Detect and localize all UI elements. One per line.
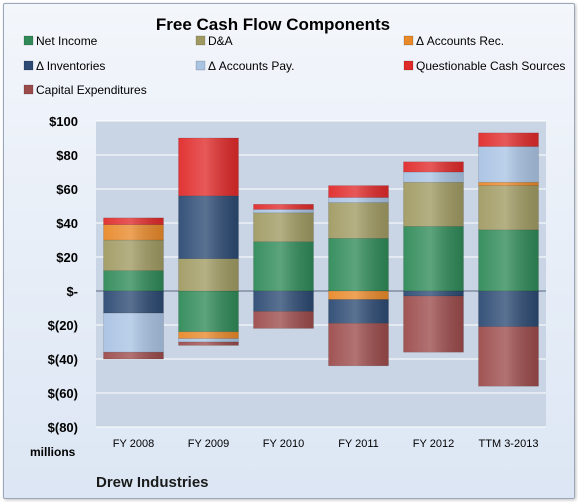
y-axis: $100 $80 $60 $40 $20 $- $(20) $(40) $(60) $(80) (48, 114, 78, 435)
bar-shine (103, 291, 164, 314)
y-tick-label: $(80) (48, 420, 78, 435)
legend-swatch (23, 60, 34, 71)
bar-shine (178, 342, 239, 346)
y-tick-label: $(40) (48, 352, 78, 367)
y-tick-label: $40 (56, 216, 78, 231)
legend-label: Net Income (36, 34, 98, 48)
legend-swatch (195, 60, 206, 71)
bar-shine (403, 226, 464, 291)
bar-shine (478, 229, 539, 291)
bar-shine (478, 291, 539, 327)
bar-shine (328, 291, 389, 300)
x-tick-label: TTM 3-2013 (479, 438, 539, 450)
plot-area (96, 120, 546, 428)
y-tick-label: $60 (56, 182, 78, 197)
bar-shine (178, 331, 239, 339)
bar-shine (478, 182, 539, 186)
bar-shine (253, 311, 314, 329)
bar-shine (403, 296, 464, 353)
x-tick-label: FY 2012 (413, 438, 454, 450)
legend-swatch (23, 35, 34, 46)
bar-shine (328, 185, 389, 198)
bar-shine (178, 138, 239, 196)
legend-swatch (23, 84, 34, 95)
legend-label: Δ Accounts Rec. (416, 34, 504, 48)
plot-background (96, 121, 546, 427)
bar-shine (328, 238, 389, 291)
bar-shine (103, 270, 164, 291)
legend-label: Questionable Cash Sources (416, 59, 565, 73)
bar-shine (403, 161, 464, 172)
x-tick-label: FY 2008 (113, 438, 154, 450)
bar-shine (478, 326, 539, 387)
legend-label: Capital Expenditures (36, 83, 147, 97)
bar-shine (103, 217, 164, 225)
legend-swatch (195, 35, 206, 46)
bar-shine (103, 240, 164, 271)
x-tick-label: FY 2011 (338, 438, 379, 450)
y-tick-label: $80 (56, 148, 78, 163)
x-axis: FY 2008 FY 2009 FY 2010 FY 2011 FY 2012 TTM 3… (113, 438, 539, 450)
legend-swatch (403, 35, 414, 46)
bar-shine (328, 197, 389, 203)
bar-shine (178, 258, 239, 291)
x-tick-label: FY 2010 (263, 438, 304, 450)
y-tick-label: $20 (56, 250, 78, 265)
bar-shine (103, 313, 164, 353)
company-name: Drew Industries (96, 474, 209, 491)
chart-title: Free Cash Flow Components (156, 15, 390, 34)
bar-shine (478, 185, 539, 230)
x-tick-label: FY 2009 (188, 438, 229, 450)
legend: Net Income D&A Δ Accounts Rec. Δ Inventorie… (23, 34, 565, 97)
bar-shine (178, 195, 239, 259)
bar-shine (253, 209, 314, 213)
bar-shine (478, 132, 539, 147)
bar-shine (253, 241, 314, 291)
bar-shine (403, 182, 464, 227)
y-tick-label: $(60) (48, 386, 78, 401)
bar-shine (253, 204, 314, 210)
legend-label: Δ Inventories (36, 59, 105, 73)
bar-shine (328, 323, 389, 366)
y-tick-label: $100 (49, 114, 78, 129)
bar-shine (178, 291, 239, 332)
y-tick-label: $- (66, 284, 78, 299)
y-axis-unit-label: millions (30, 445, 76, 459)
bar-shine (103, 224, 164, 240)
bar-shine (253, 212, 314, 242)
bar-shine (328, 202, 389, 239)
legend-label: D&A (208, 34, 233, 48)
bar-shine (403, 291, 464, 297)
bar-shine (328, 299, 389, 324)
bar-shine (178, 338, 239, 342)
y-tick-label: $(20) (48, 318, 78, 333)
bar-shine (103, 352, 164, 359)
bar-shine (478, 146, 539, 183)
bar-shine (253, 291, 314, 312)
legend-label: Δ Accounts Pay. (208, 59, 295, 73)
legend-swatch (403, 60, 414, 71)
bar-shine (403, 172, 464, 183)
